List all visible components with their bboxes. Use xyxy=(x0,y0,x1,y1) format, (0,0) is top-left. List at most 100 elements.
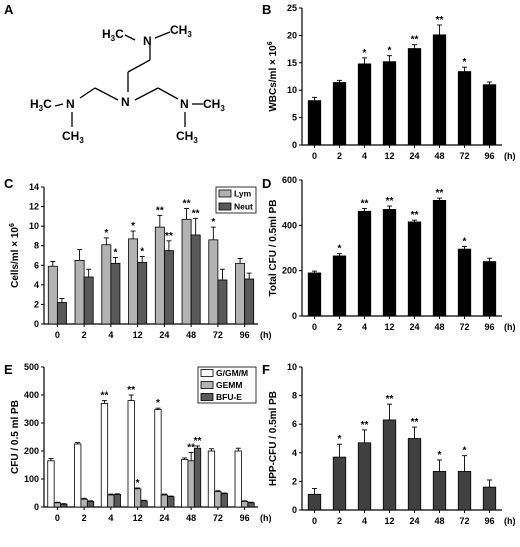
chart-b-significance: ** xyxy=(411,35,419,46)
chart-c-ytick-label: 10 xyxy=(29,221,39,231)
panel-label-b: B xyxy=(262,2,271,17)
chart-d-xtick-label: 0 xyxy=(312,322,317,332)
chart-d-ytick-label: 600 xyxy=(282,175,297,185)
chart-d-bar xyxy=(382,209,397,317)
chart-e-bar xyxy=(167,496,175,508)
chart-f-xtick-label: 48 xyxy=(434,516,444,526)
chart-d-bar xyxy=(307,272,322,317)
chart-f-ytick-label: 2 xyxy=(292,476,297,486)
bottom-ch3: CH3 xyxy=(176,129,198,145)
chart-e-ytick-label: 300 xyxy=(24,418,39,428)
chart-d-significance: ** xyxy=(386,196,394,207)
chart-d-xtick-label: 2 xyxy=(337,322,342,332)
chart-e-significance: ** xyxy=(127,385,135,396)
chart-c-ytick-label: 4 xyxy=(34,280,39,290)
chart-d-xtick-label: 96 xyxy=(484,322,494,332)
panel-label-e: E xyxy=(4,362,13,377)
chart-e-legend-label: GEMM xyxy=(216,380,242,390)
chart-e-bar xyxy=(53,502,61,508)
chart-c-bar xyxy=(244,278,255,325)
chart-c-bar xyxy=(217,279,228,325)
chart-f-bar xyxy=(332,456,347,511)
chart-d-xtick-label: 48 xyxy=(434,322,444,332)
chart-c-xtick-label: 0 xyxy=(55,330,60,340)
chart-c-significance: * xyxy=(104,228,108,239)
chart-c-bar xyxy=(235,262,246,325)
chart-c-legend-label: Neut xyxy=(234,202,253,212)
chart-e-significance: * xyxy=(136,478,140,489)
chart-e-y-label: CFU / 0.5 ml PB xyxy=(10,400,21,474)
chart-b-ytick-label: 0 xyxy=(292,140,297,150)
chart-d-bar xyxy=(432,199,447,317)
chart-f-bar xyxy=(432,470,447,511)
chart-b-xtick-label: 0 xyxy=(312,151,317,161)
chart-c-bar xyxy=(208,239,219,325)
chart-e-legend: G/GM/M GEMM BFU-E xyxy=(197,366,257,404)
chart-e-bar xyxy=(140,500,148,508)
chart-e-bar xyxy=(220,493,228,508)
chart-b-x-unit: (h) xyxy=(504,151,516,161)
chart-f-xtick-label: 4 xyxy=(362,516,367,526)
chart-e-bar xyxy=(160,494,168,508)
panel-label-a: A xyxy=(4,2,14,17)
chart-c-bar xyxy=(110,262,121,325)
chart-b-ytick-label: 15 xyxy=(287,58,297,68)
chart-e-legend-swatch xyxy=(200,393,214,401)
top-h3c: H3C xyxy=(102,27,124,43)
chart-b-xtick-label: 72 xyxy=(459,151,469,161)
chart-e-x-unit: (h) xyxy=(260,513,272,523)
chart-b-xtick-label: 24 xyxy=(409,151,419,161)
chart-e-bar xyxy=(47,460,55,508)
chart-e-xtick-label: 2 xyxy=(82,513,87,523)
chart-c-bar xyxy=(137,261,148,325)
chart-d-xtick-label: 4 xyxy=(362,322,367,332)
right-nitrogen: N xyxy=(180,97,189,111)
chart-f-significance: * xyxy=(463,446,467,457)
chart-b-significance: * xyxy=(463,57,467,68)
chart-e-bar xyxy=(207,450,216,508)
chart-d-significance: ** xyxy=(436,188,444,199)
chart-e-bar xyxy=(241,500,249,508)
chart-f-ytick-label: 6 xyxy=(292,419,297,429)
left-h3c: H3C xyxy=(30,97,52,113)
chemical-structure: H3C N CH3 N H3C N CH3 N CH3 CH3 xyxy=(30,23,225,145)
chart-e-bar xyxy=(187,460,195,508)
chart-f-ytick-label: 10 xyxy=(287,362,297,372)
chart-c-y-label: Cells/ml × 106 xyxy=(9,223,21,288)
chart-d-significance: ** xyxy=(361,199,369,210)
chart-c-legend-swatch xyxy=(218,202,232,211)
chart-c-significance: ** xyxy=(156,205,164,216)
chart-f-ytick-label: 4 xyxy=(292,448,297,458)
chart-c-xtick-label: 24 xyxy=(159,330,169,340)
chart-f-xtick-label: 12 xyxy=(384,516,394,526)
chart-c-xtick-label: 4 xyxy=(108,330,113,340)
panel-label-c: C xyxy=(4,176,14,191)
chart-f-bar xyxy=(457,470,472,511)
chart-e-xtick-label: 96 xyxy=(240,513,250,523)
chart-e-significance: * xyxy=(156,398,160,409)
chart-e-legend-label: BFU-E xyxy=(216,392,242,402)
chart-e-xtick-label: 0 xyxy=(55,513,60,523)
chart-f-bar xyxy=(482,486,497,511)
chart-d-x-unit: (h) xyxy=(504,322,516,332)
chart-c-significance: * xyxy=(131,221,135,232)
chart-e-bar xyxy=(86,500,95,508)
chart-f-y-label: HPP-CFU / 0.5ml PB xyxy=(268,391,279,486)
chart-c-significance: * xyxy=(113,247,117,258)
chart-f-significance: ** xyxy=(361,420,369,431)
chart-f-x-unit: (h) xyxy=(504,516,516,526)
chart-b-xtick-label: 12 xyxy=(384,151,394,161)
chart-d-y-label: Total CFU / 0.5ml PB xyxy=(268,199,279,296)
chart-c-bar xyxy=(47,265,58,325)
chart-d-bar xyxy=(457,248,472,317)
chart-c-bar xyxy=(181,218,192,325)
chart-d-ytick-label: 400 xyxy=(282,220,297,230)
left-nitrogen: N xyxy=(66,97,75,111)
chart-b-bar xyxy=(382,61,397,146)
chart-d-xtick-label: 72 xyxy=(459,322,469,332)
chart-e-bar xyxy=(134,488,142,508)
chart-e-bar xyxy=(100,402,109,508)
